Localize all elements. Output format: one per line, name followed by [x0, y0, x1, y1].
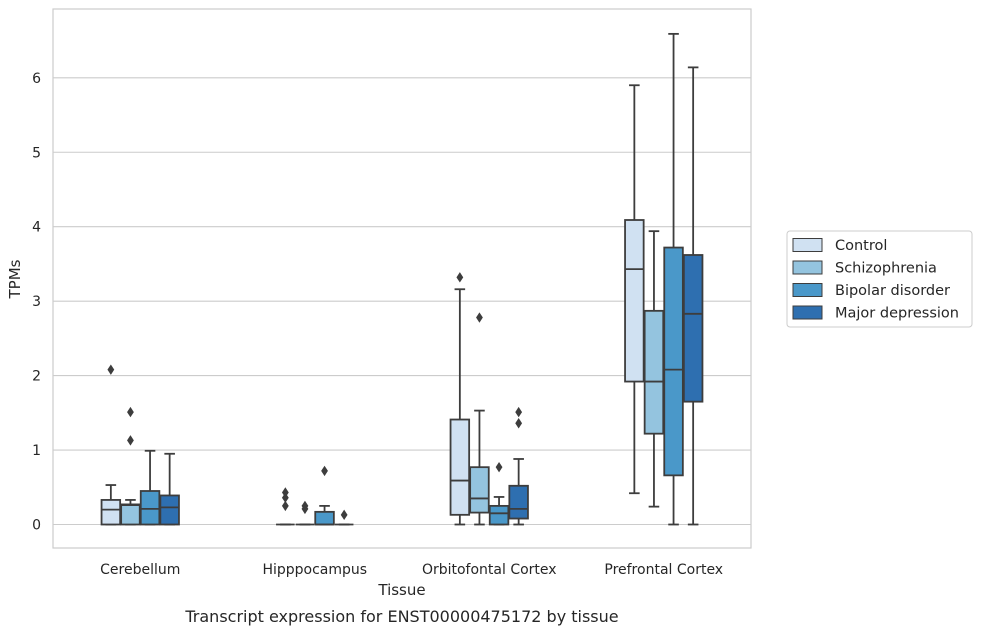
y-tick-label: 0 [32, 518, 41, 534]
x-tick-label: Cerebellum [100, 562, 180, 578]
outlier-point [476, 312, 483, 323]
box [682, 254, 704, 403]
box [139, 490, 161, 526]
legend-label: Major depression [835, 306, 959, 322]
box-group [276, 487, 295, 526]
box [508, 484, 529, 520]
y-tick-labels: 0 1 2 3 4 5 6 [32, 71, 41, 534]
y-tick-label: 3 [32, 294, 41, 310]
outlier-point [301, 503, 309, 515]
x-tick-label: Orbitofontal Cortex [422, 562, 557, 578]
box-group [643, 230, 665, 508]
box [624, 219, 645, 383]
outlier-point [281, 500, 289, 512]
outlier-point [127, 435, 134, 446]
box [663, 246, 684, 477]
outlier-point [515, 418, 523, 429]
box [120, 503, 141, 526]
box-group [120, 406, 141, 526]
outlier-point [321, 465, 328, 477]
box-group [449, 272, 471, 526]
plot-area [53, 9, 751, 548]
box [643, 309, 665, 435]
box-series [100, 32, 704, 526]
legend: Control Schizophrenia Bipolar disorder Majo… [786, 230, 973, 328]
x-tick-label: Prefrontal Cortex [604, 562, 723, 578]
box [314, 510, 335, 526]
legend-swatch [792, 283, 823, 297]
legend-label: Bipolar disorder [835, 283, 950, 299]
box-group [334, 509, 354, 526]
x-axis-title: Tissue [377, 581, 425, 599]
y-tick-label: 1 [32, 443, 41, 459]
outlier-point [340, 509, 348, 521]
legend-swatch [792, 305, 823, 320]
plot-frame [52, 8, 752, 549]
outlier-point [281, 492, 289, 503]
legend-label: Schizophrenia [835, 261, 937, 277]
legend-label: Control [835, 238, 887, 254]
box [488, 504, 510, 526]
box-group [100, 364, 122, 526]
box-group [295, 500, 315, 526]
outlier-point [495, 461, 503, 473]
outlier-point [281, 487, 289, 498]
box-group [508, 406, 529, 526]
chart-caption: Transcript expression for ENST0000047517… [184, 607, 618, 626]
box [159, 494, 180, 526]
x-tick-labels: Cerebellum Hipppocampus Orbitofontal Corte… [100, 562, 723, 578]
box-group [624, 84, 645, 495]
y-tick-label: 5 [32, 145, 41, 161]
gridlines [53, 77, 751, 526]
box-group [488, 461, 510, 526]
box-group [314, 465, 335, 526]
box-group [159, 452, 180, 526]
x-tick-label: Hipppocampus [262, 562, 367, 578]
box [469, 466, 490, 514]
y-axis-title: TPMs [6, 259, 24, 299]
box [449, 418, 471, 516]
box-group [663, 32, 684, 526]
outlier-point [127, 406, 134, 418]
box [100, 499, 122, 526]
outlier-point [515, 406, 523, 418]
legend-swatch [792, 238, 823, 252]
box-group [139, 449, 161, 526]
y-tick-label: 6 [32, 71, 41, 87]
box-group [682, 66, 704, 526]
y-tick-label: 4 [32, 220, 41, 236]
y-tick-label: 2 [32, 369, 41, 385]
legend-swatch [792, 260, 823, 275]
outlier-point [456, 272, 464, 283]
legend-frame [786, 230, 973, 328]
box-group [469, 312, 490, 526]
outlier-point [107, 364, 115, 375]
